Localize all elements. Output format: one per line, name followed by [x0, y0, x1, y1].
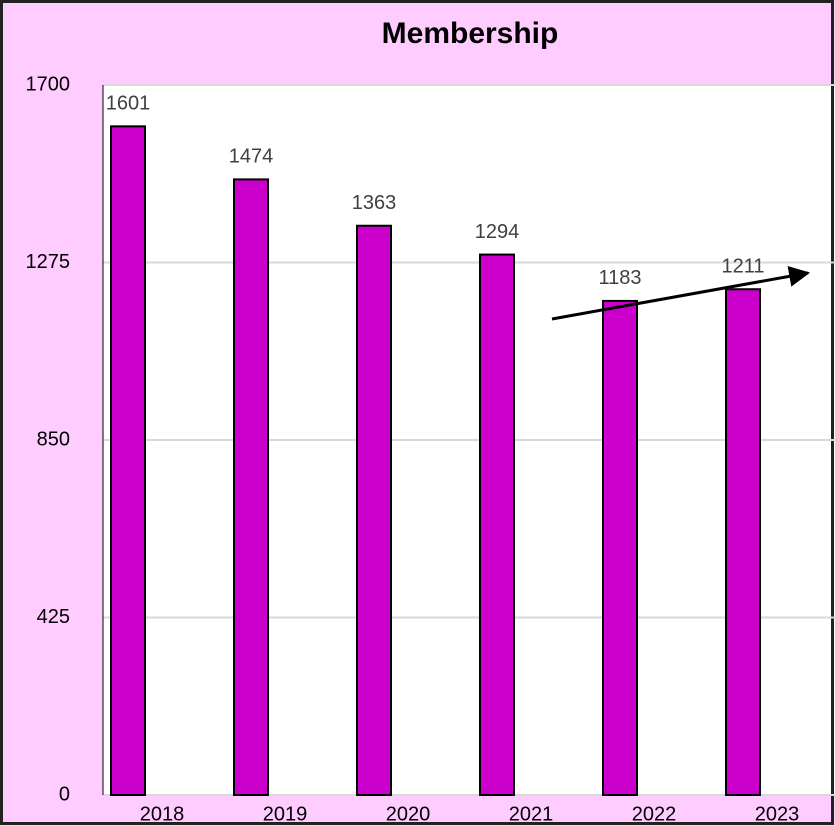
data-label: 1363: [352, 192, 397, 214]
y-tick-label: 850: [37, 428, 70, 450]
x-tick-label: 2022: [632, 803, 677, 825]
bar: [356, 224, 392, 796]
bar: [110, 125, 146, 797]
bar: [233, 178, 269, 796]
y-tick-label: 1275: [26, 251, 71, 273]
x-tick-label: 2019: [263, 803, 308, 825]
data-label: 1294: [475, 221, 520, 243]
y-tick-label: 0: [59, 783, 70, 805]
x-tick-label: 2021: [509, 803, 554, 825]
x-tick-label: 2023: [755, 803, 800, 825]
bar: [479, 253, 515, 797]
bar: [725, 288, 761, 796]
y-tick-label: 1700: [26, 73, 71, 95]
grid: 0 425 850 1275 1700: [26, 73, 835, 805]
x-tick-label: 2020: [386, 803, 431, 825]
data-label: 1211: [721, 256, 764, 278]
data-label: 1474: [229, 146, 274, 168]
y-tick-label: 425: [37, 606, 70, 628]
chart-title: Membership: [382, 17, 559, 50]
trend-arrow: [551, 266, 811, 321]
x-tick-label: 2018: [140, 803, 185, 825]
data-label: 1601: [106, 93, 151, 115]
bar: [602, 299, 638, 796]
bars: 2018 1601 2019 1474 2020 1363 2021 1294 2022 1183…: [106, 93, 800, 826]
data-label: 1183: [598, 267, 641, 289]
